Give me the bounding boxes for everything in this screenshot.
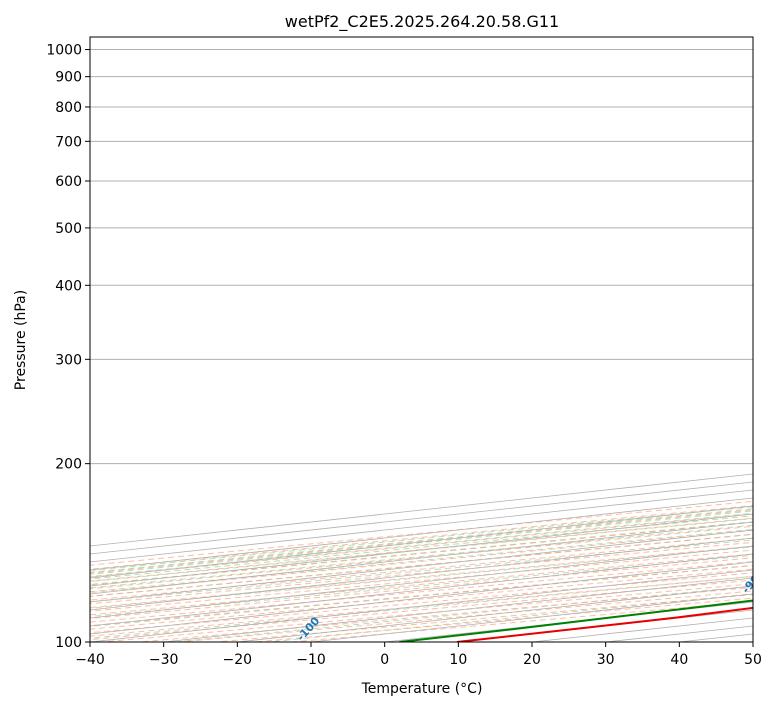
plot-area: 0.10.20.40.611.52346810131620253036-100-…: [90, 49, 753, 642]
isotherm-gridline: [90, 497, 753, 571]
x-tick-label: 50: [744, 652, 762, 668]
x-tick-label: −40: [75, 652, 105, 668]
y-tick-label: 200: [55, 457, 82, 473]
isotherm-gridline: [90, 489, 753, 563]
isotherm-gridline: [90, 473, 753, 547]
isotherm-gridline: [90, 537, 753, 611]
x-tick-label: 30: [597, 652, 615, 668]
x-tick-label: −30: [149, 652, 179, 668]
x-tick-label: −10: [296, 652, 326, 668]
isotherm-gridline: [90, 505, 753, 579]
x-tick-label: −20: [223, 652, 253, 668]
isotherm-gridline: [90, 529, 753, 603]
x-tick-label: 0: [380, 652, 389, 668]
y-tick-label: 300: [55, 352, 82, 368]
isotherm-gridline: [90, 481, 753, 555]
x-tick-label: 40: [670, 652, 688, 668]
y-tick-label: 800: [55, 100, 82, 116]
y-tick-label: 700: [55, 134, 82, 150]
y-tick-label: 500: [55, 221, 82, 237]
y-tick-label: 1000: [46, 43, 82, 59]
chart-title: wetPf2_C2E5.2025.264.20.58.G11: [285, 12, 559, 32]
y-tick-label: 400: [55, 278, 82, 294]
y-axis-ticks: 100 200 300 400 500 600 700 800 900 1000: [46, 43, 90, 651]
y-tick-label: 600: [55, 174, 82, 190]
isotherm-gridline: [90, 513, 753, 587]
x-tick-label: 20: [523, 652, 541, 668]
y-axis-label: Pressure (hPa): [13, 290, 29, 390]
x-axis-ticks: −40 −30 −20 −10 0 10 20 30 40 50: [75, 642, 762, 668]
isotherm-gridline: [90, 521, 753, 595]
grid-lines: [90, 49, 753, 642]
x-tick-label: 10: [449, 652, 467, 668]
x-axis-label: Temperature (°C): [361, 681, 483, 697]
y-tick-label: 900: [55, 70, 82, 86]
plot-frame: [89, 36, 754, 643]
y-tick-label: 100: [55, 635, 82, 651]
